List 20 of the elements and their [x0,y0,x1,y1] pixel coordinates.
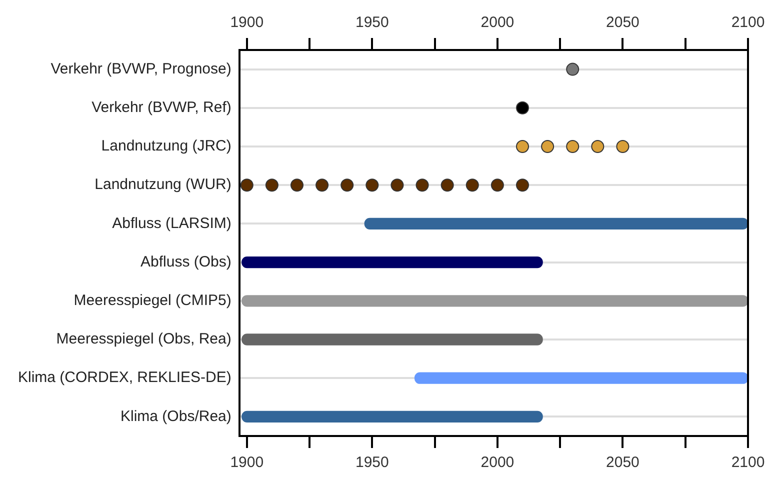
y-tick-label: Landnutzung (WUR) [94,176,232,194]
y-tick-label: Abfluss (Obs) [140,253,232,270]
y-tick-label: Landnutzung (JRC) [101,138,232,155]
x2-tick-label: 2050 [606,14,640,32]
x-tick-label: 2000 [480,454,514,472]
y-tick-label: Klima (Obs/Rea) [120,408,232,425]
x2-tick-label: 2100 [731,14,765,32]
x-tick-label: 1950 [355,454,389,472]
y-tick-label: Meeresspiegel (CMIP5) [74,292,232,310]
x-tick-label: 2100 [731,454,765,472]
y-tick-label: Meeresspiegel (Obs, Rea) [56,330,232,348]
y-tick-label: Klima (CORDEX, REKLIES-DE) [18,369,232,386]
x2-tick-label: 2000 [480,14,514,32]
y-tick-label: Verkehr (BVWP, Prognose) [50,60,232,78]
y-tick-label: Abfluss (LARSIM) [112,214,232,232]
y-tick-label: Verkehr (BVWP, Ref) [92,99,232,116]
x-tick-label: 2050 [606,454,640,472]
x2-tick-label: 1950 [355,14,389,32]
x-tick-label: 1900 [230,454,264,472]
x2-tick-label: 1900 [230,14,264,32]
